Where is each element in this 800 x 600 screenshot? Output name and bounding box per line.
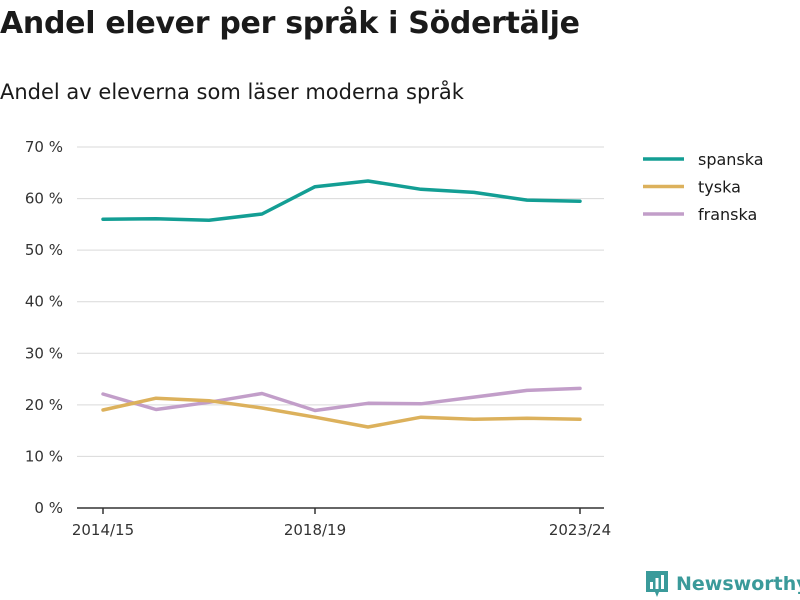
y-tick-label: 20 % (25, 396, 63, 414)
y-tick-label: 60 % (25, 190, 63, 208)
series-line-spanska (101, 179, 582, 222)
series-line-tyska (101, 396, 582, 429)
y-tick-label: 70 % (25, 138, 63, 156)
chart-title: Andel elever per språk i Södertälje (0, 6, 580, 41)
legend-label-franska: franska (698, 205, 757, 224)
y-tick-label: 30 % (25, 344, 63, 362)
legend-label-spanska: spanska (698, 150, 764, 169)
axes: 0 % 10 % 20 % 30 % 40 % 50 % 60 % 70 % 2014/15 20… (25, 138, 611, 539)
newsworthy-logo-icon (646, 571, 668, 597)
x-tick-label: 2014/15 (72, 521, 134, 539)
y-tick-label: 40 % (25, 293, 63, 311)
series-lines (101, 179, 582, 429)
y-tick-label: 10 % (25, 447, 63, 465)
brand-name: Newsworthy (676, 573, 800, 595)
y-tick-label: 50 % (25, 241, 63, 259)
x-tick-label: 2023/24 (549, 521, 611, 539)
legend: spanska tyska franska (643, 150, 764, 224)
x-tick-label: 2018/19 (284, 521, 346, 539)
chart-subtitle: Andel av eleverna som läser moderna språ… (0, 80, 464, 104)
legend-label-tyska: tyska (698, 178, 741, 197)
y-tick-label: 0 % (34, 499, 63, 517)
series-line-franska (101, 386, 582, 413)
brand-logo: Newsworthy (644, 569, 800, 599)
